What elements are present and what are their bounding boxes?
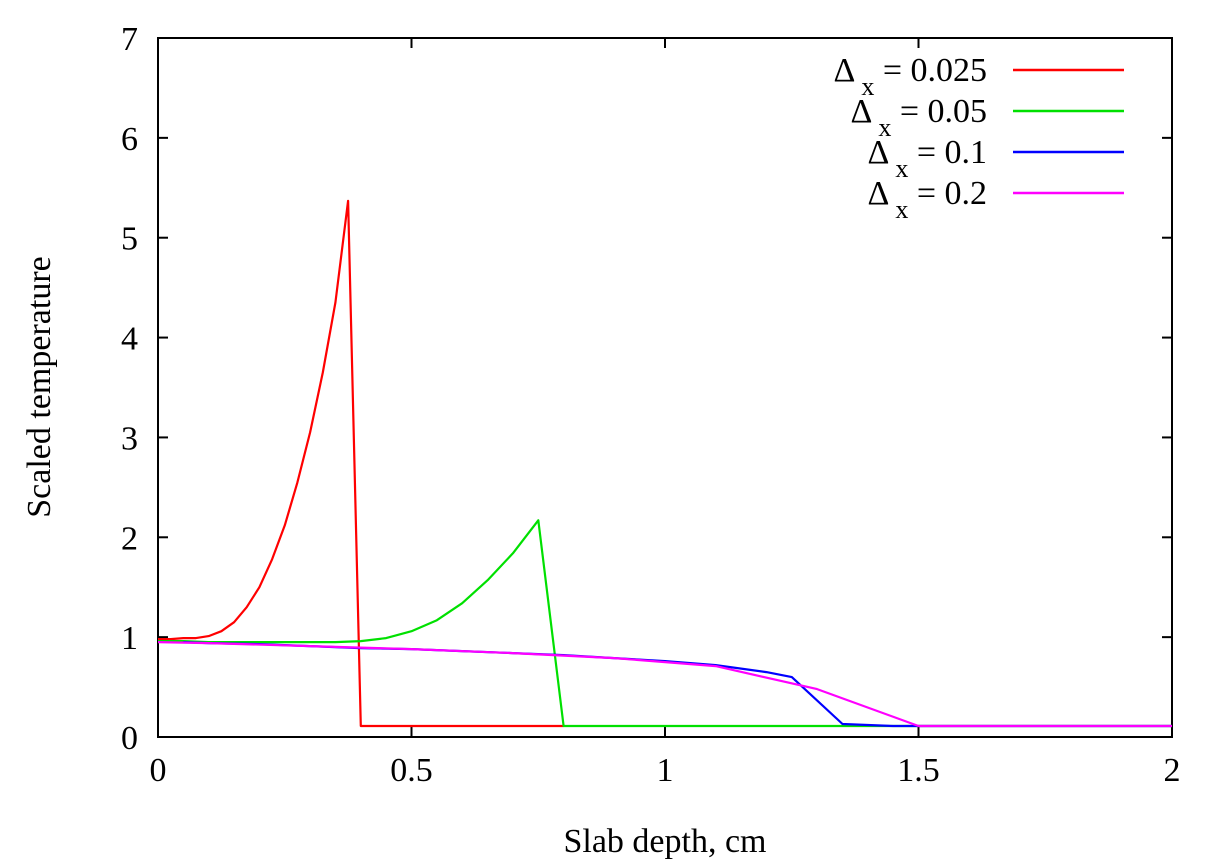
- y-tick-label: 7: [121, 21, 138, 58]
- y-tick-label: 4: [121, 321, 138, 358]
- series-line-1: [158, 199, 564, 728]
- x-tick-label: 0.5: [390, 752, 433, 789]
- x-tick-label: 0: [150, 752, 167, 789]
- y-axis-label: Scaled temperature: [21, 256, 58, 517]
- series-line-2: [158, 519, 1172, 728]
- plot-frame: [157, 37, 1173, 738]
- series-line-3: [183, 641, 1172, 728]
- x-tick-label: 1.5: [897, 752, 940, 789]
- y-tick-label: 1: [121, 620, 138, 657]
- y-tick-label: 3: [121, 420, 138, 457]
- series-lines: [157, 199, 1172, 728]
- y-tick-label: 2: [121, 520, 138, 557]
- x-axis-label: Slab depth, cm: [563, 823, 766, 860]
- y-tick-label: 5: [121, 221, 138, 258]
- axis-ticks: 0 0.5 1 1.5 2 0 1 2 3 4 5 6 7: [121, 21, 1181, 789]
- x-tick-label: 1: [657, 752, 674, 789]
- y-tick-label: 6: [121, 121, 138, 158]
- y-tick-label: 0: [121, 720, 138, 757]
- x-tick-label: 2: [1164, 752, 1181, 789]
- series-line-4: [157, 641, 1172, 728]
